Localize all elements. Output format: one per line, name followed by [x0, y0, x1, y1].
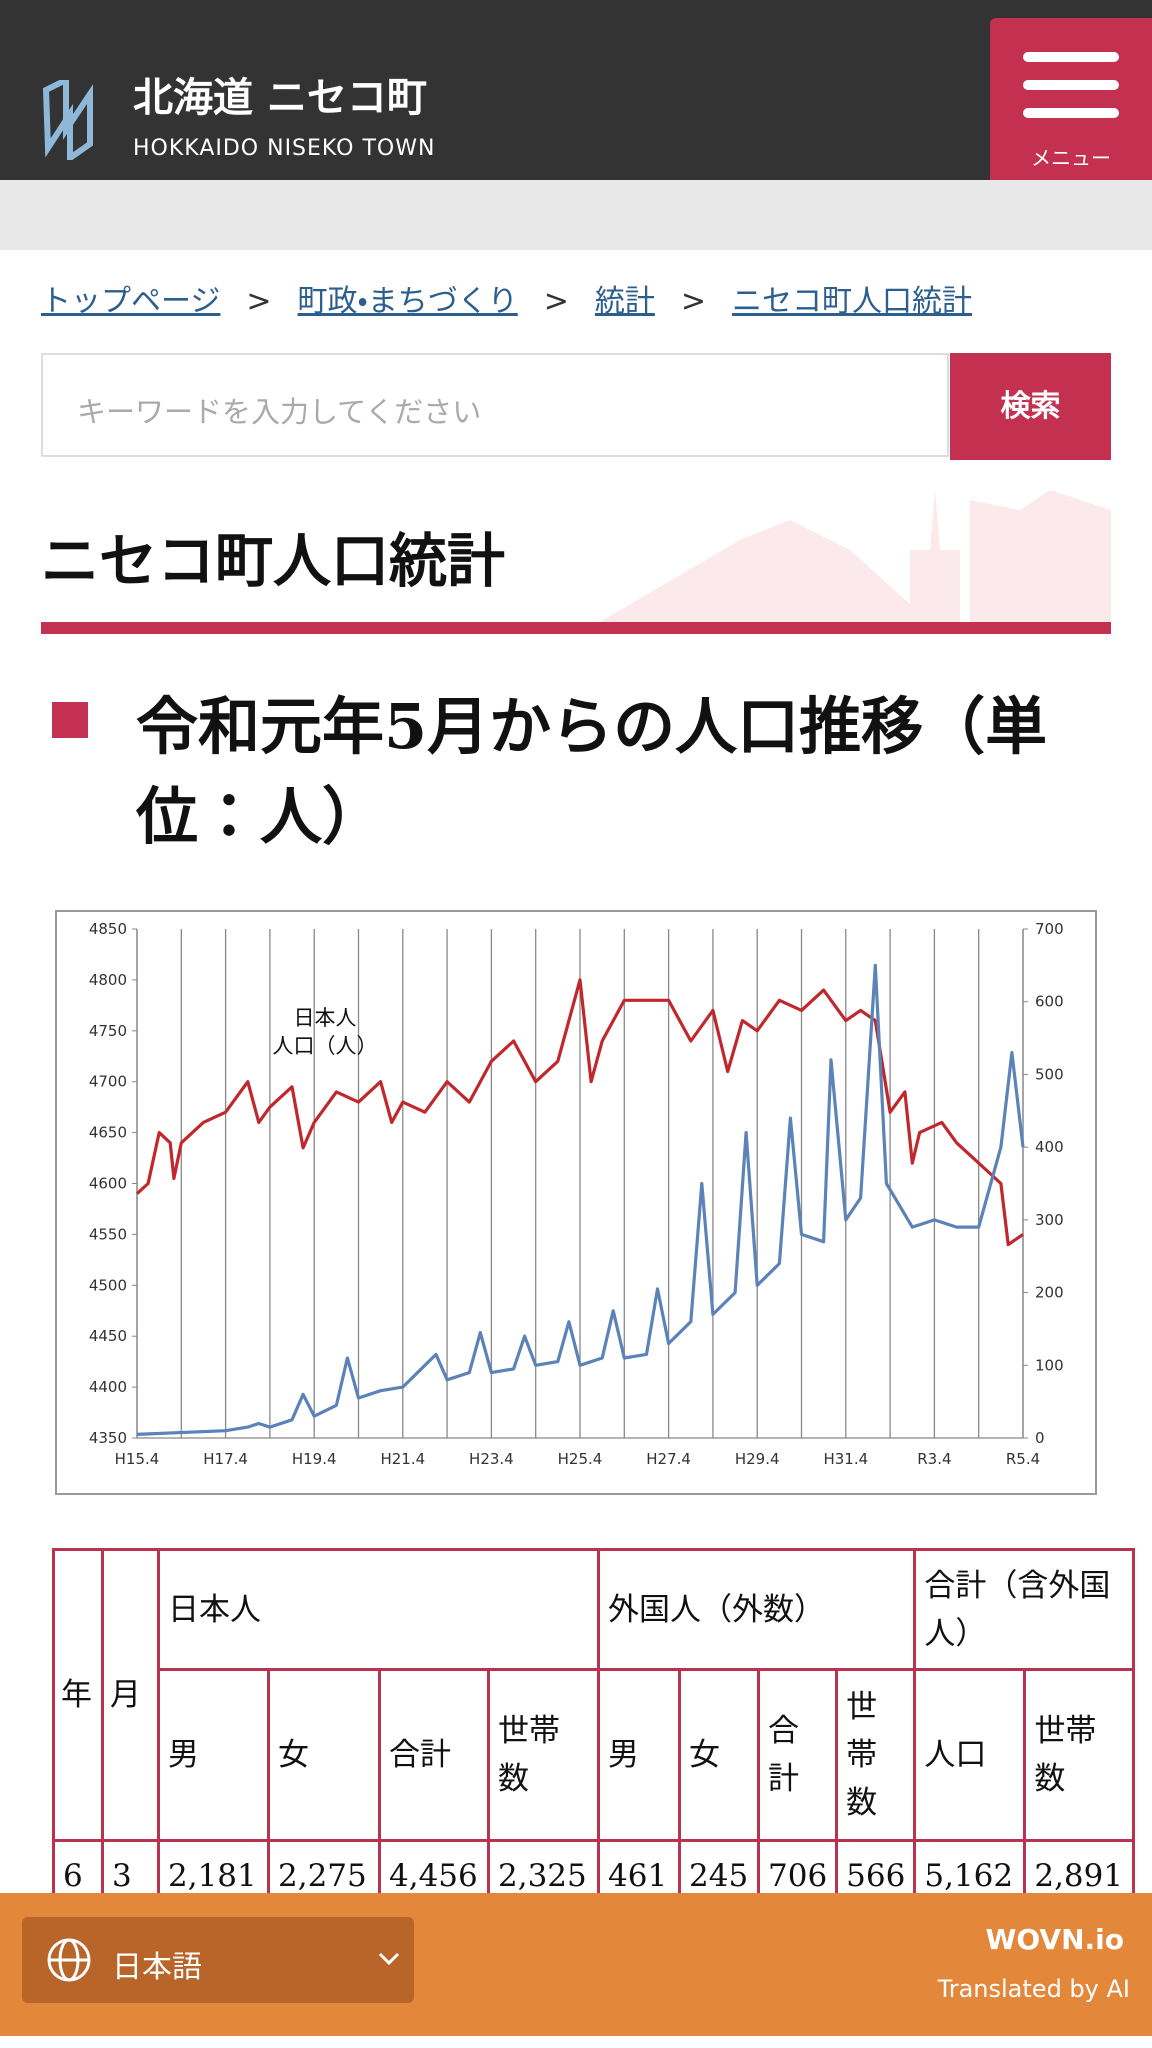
globe-icon [47, 1938, 91, 1982]
header-cell: 合計（含外国人） [913, 1548, 1136, 1671]
logo [42, 80, 93, 160]
translation-note: Translated by AI [937, 1975, 1130, 2003]
annotation: 人口（人） [273, 1034, 378, 1058]
data-line [135, 978, 1024, 1247]
annotation: 日本人 [294, 1006, 357, 1030]
breadcrumb-link[interactable]: 町政・まちづくり [297, 284, 518, 319]
site-title[interactable]: 北海道 ニセコ町 [133, 75, 427, 121]
header-cell: 男 [157, 1668, 270, 1842]
y-tick-label: 4650 [89, 1124, 127, 1142]
header-cell: 男 [597, 1668, 681, 1842]
y2-tick-label: 200 [1035, 1284, 1064, 1302]
header-cell: 世帯数 [487, 1668, 600, 1842]
y-tick-label: 4550 [89, 1225, 127, 1243]
y-tick-label: 4850 [89, 920, 127, 938]
language-label: 日本語 [112, 1950, 202, 1985]
breadcrumb-link[interactable]: トップページ [41, 284, 221, 319]
y-tick-label: 4700 [89, 1073, 127, 1091]
breadcrumb-link[interactable]: ニセコ町人口統計 [732, 284, 973, 319]
title-decoration [600, 490, 1111, 622]
menu-button[interactable]: メニュー [990, 18, 1152, 180]
y2-tick-label: 700 [1035, 920, 1064, 938]
header-cell: 合計 [378, 1668, 490, 1842]
x-tick-label: H25.4 [558, 1450, 603, 1468]
site-subtitle: HOKKAIDO NISEKO TOWN [133, 136, 436, 161]
y-tick-label: 4400 [89, 1378, 127, 1396]
x-tick-label: H27.4 [646, 1450, 691, 1468]
x-tick-label: H19.4 [292, 1450, 337, 1468]
y2-tick-label: 100 [1035, 1356, 1064, 1374]
menu-bar [1023, 52, 1119, 62]
header-cell: 年 [52, 1548, 104, 1842]
y-tick-label: 4750 [89, 1022, 127, 1040]
menu-bar [1023, 80, 1119, 90]
breadcrumb: トップページ > 町政・まちづくり > 統計 > ニセコ町人口統計 [41, 276, 972, 320]
menu-label: メニュー [1031, 146, 1111, 170]
heading-marker [52, 702, 88, 738]
x-tick-label: H15.4 [115, 1450, 160, 1468]
x-tick-label: H21.4 [380, 1450, 425, 1468]
breadcrumb-separator: > [246, 284, 272, 319]
search-input[interactable]: キーワードを入力してください [41, 353, 949, 457]
x-tick-label: H23.4 [469, 1450, 514, 1468]
gray-band [0, 180, 1152, 250]
data-line [136, 963, 1025, 1436]
header-cell: 世帯数 [1023, 1668, 1136, 1842]
header-cell: 合計 [756, 1668, 839, 1842]
header-cell: 外国人（外数） [596, 1548, 917, 1671]
breadcrumb-link[interactable]: 統計 [594, 284, 655, 319]
y-tick-label: 4600 [89, 1175, 127, 1193]
x-tick-label: H17.4 [203, 1450, 248, 1468]
y2-tick-label: 400 [1035, 1138, 1064, 1156]
chart-frame [55, 910, 1097, 1495]
x-tick-label: R5.4 [1006, 1450, 1040, 1468]
chart: H15.4 H17.4 H19.4 H21.4 H23.4 H25.4 H27.4 H29.4… [55, 910, 1097, 1495]
section-heading: 令和元年5月からの人口推移（単位：人） [136, 690, 1048, 853]
search-placeholder: キーワードを入力してください [77, 395, 482, 429]
x-tick-label: H31.4 [823, 1450, 868, 1468]
population-table: 年 月 日本人 外国人（外数） 合計（含外国人） 男 女 合計 世帯数 男 女 … [52, 1548, 1136, 1912]
y2-tick-label: 600 [1035, 993, 1064, 1011]
breadcrumb-separator: > [543, 284, 569, 319]
x-tick-label: R3.4 [917, 1450, 951, 1468]
header-cell: 月 [101, 1548, 160, 1842]
y-tick-label: 4500 [89, 1276, 127, 1294]
header-cell: 世帯数 [835, 1668, 917, 1842]
chart-container: H15.4 H17.4 H19.4 H21.4 H23.4 H25.4 H27.4 H29.4… [55, 910, 1097, 1499]
menu-bar [1023, 108, 1119, 118]
y-tick-label: 4350 [89, 1429, 127, 1447]
y-tick-label: 4800 [89, 971, 127, 989]
y-tick-label: 4450 [89, 1327, 127, 1345]
y2-tick-label: 300 [1035, 1211, 1064, 1229]
y2-tick-label: 0 [1035, 1429, 1045, 1447]
translation-bar: 日本語 WOVN.io Translated by AI [0, 1893, 1152, 2036]
search-button[interactable]: 検索 [950, 353, 1111, 460]
x-tick-label: H29.4 [735, 1450, 780, 1468]
breadcrumb-separator: > [680, 284, 707, 319]
header-cell: 人口 [913, 1668, 1027, 1842]
header-cell: 女 [267, 1668, 381, 1842]
chevron [378, 1952, 400, 1966]
language-selector[interactable]: 日本語 [22, 1917, 414, 2003]
y2-tick-label: 500 [1035, 1065, 1064, 1083]
site-header: 北海道 ニセコ町 HOKKAIDO NISEKO TOWN メニュー [0, 0, 1152, 180]
header-cell: 女 [678, 1668, 760, 1842]
brand: WOVN.io [985, 1923, 1124, 1956]
page-title: ニセコ町人口統計 [41, 527, 506, 595]
header-cell: 日本人 [157, 1548, 600, 1671]
title-underline [41, 622, 1111, 634]
